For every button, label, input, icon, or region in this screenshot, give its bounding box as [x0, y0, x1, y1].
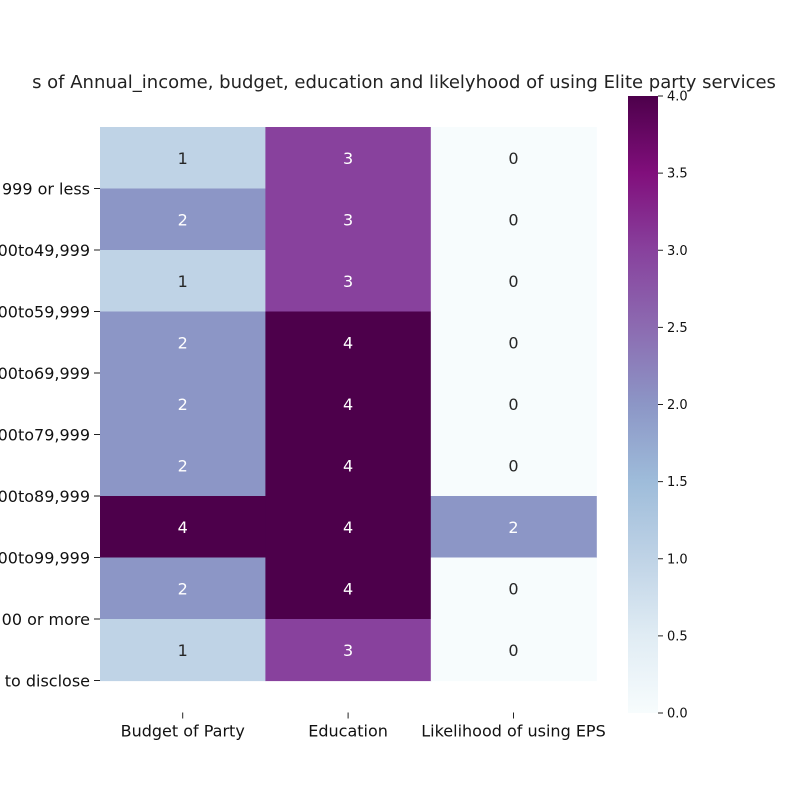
row-tick-labels: 999 or less 00to49,999 00to59,999 00to69,99… [0, 180, 100, 691]
heatmap-cell [100, 188, 266, 251]
chart-title: s of Annual_income, budget, education an… [32, 72, 776, 93]
column-tick-label: Likelihood of using EPS [421, 722, 605, 741]
cell-value-label: 1 [178, 149, 188, 168]
row-tick-label: 00to59,999 [0, 303, 90, 322]
heatmap-cell [265, 496, 432, 559]
cell-value-label: 0 [508, 579, 518, 598]
cell-value-label: 0 [508, 641, 518, 660]
heatmap-cell [265, 311, 432, 374]
heatmap-cell [430, 496, 597, 559]
cell-value-label: 2 [178, 579, 188, 598]
heatmap-cell [100, 311, 266, 374]
column-tick-labels: Budget of Party Education Likelihood of us… [121, 712, 606, 741]
cell-value-label: 2 [178, 395, 188, 414]
heatmap-cell [430, 188, 597, 251]
heatmap-cell [265, 373, 432, 436]
cell-value-label: 2 [178, 456, 188, 475]
colorbar-tick-label: 1.0 [667, 552, 688, 567]
cell-value-label: 3 [343, 272, 353, 291]
cell-value-label: 4 [178, 518, 188, 537]
cell-value-label: 0 [508, 333, 518, 352]
heatmap-cell [265, 557, 432, 620]
cell-value-label: 0 [508, 272, 518, 291]
cell-value-label: 3 [343, 149, 353, 168]
heatmap-cell [265, 250, 432, 313]
colorbar-tick-label: 3.0 [667, 244, 688, 259]
heatmap-cell [430, 250, 597, 313]
heatmap-cell [265, 188, 432, 251]
heatmap-cell [430, 373, 597, 436]
heatmap-cell [100, 373, 266, 436]
heatmap-cell [265, 127, 432, 190]
row-tick-label: 00to99,999 [0, 549, 90, 568]
cell-value-label: 0 [508, 210, 518, 229]
row-tick-label: 00to49,999 [0, 241, 90, 260]
cell-value-label: 0 [508, 456, 518, 475]
heatmap-cell [100, 250, 266, 313]
colorbar-tick-label: 4.0 [667, 90, 688, 105]
heatmap-cell [430, 557, 597, 620]
cell-value-label: 4 [343, 333, 353, 352]
cell-value-label: 2 [508, 518, 518, 537]
colorbar-tick-label: 0.5 [667, 629, 688, 644]
colorbar-tick-label: 1.5 [667, 475, 688, 490]
colorbar-tick-label: 2.0 [667, 398, 688, 413]
row-tick-label: 999 or less [2, 180, 90, 199]
column-tick-label: Budget of Party [121, 722, 245, 741]
heatmap-cell [430, 127, 597, 190]
cell-value-label: 1 [178, 272, 188, 291]
colorbar-tick-label: 0.0 [667, 707, 688, 722]
cell-value-label: 4 [343, 579, 353, 598]
colorbar-tick-label: 3.5 [667, 167, 688, 182]
row-tick-label: 00to79,999 [0, 426, 90, 445]
heatmap-cell [430, 619, 597, 682]
heatmap-cell [265, 619, 432, 682]
heatmap-cell [100, 127, 266, 190]
heatmap-cell [100, 557, 266, 620]
heatmap-cell [100, 434, 266, 497]
cell-value-label: 4 [343, 395, 353, 414]
cell-value-label: 4 [343, 456, 353, 475]
colorbar-ticks: 0.0 0.5 1.0 1.5 2.0 2.5 3.0 3.5 4.0 [658, 90, 688, 722]
cell-value-label: 2 [178, 210, 188, 229]
colorbar-gradient [628, 96, 658, 713]
cell-value-label: 3 [343, 641, 353, 660]
heatmap-cell [100, 496, 266, 559]
heatmap-cell [430, 434, 597, 497]
cell-value-label: 2 [178, 333, 188, 352]
cell-value-label: 1 [178, 641, 188, 660]
cell-value-label: 0 [508, 395, 518, 414]
row-tick-label: 00to89,999 [0, 487, 90, 506]
heatmap-cell [100, 619, 266, 682]
cell-value-label: 4 [343, 518, 353, 537]
heatmap-cell [430, 311, 597, 374]
colorbar: 0.0 0.5 1.0 1.5 2.0 2.5 3.0 3.5 4.0 [628, 90, 688, 722]
column-tick-label: Education [308, 722, 388, 741]
row-tick-label: to disclose [5, 672, 90, 691]
row-tick-label: 00 or more [2, 610, 90, 629]
heatmap-cell [265, 434, 432, 497]
cell-value-label: 3 [343, 210, 353, 229]
colorbar-tick-label: 2.5 [667, 321, 688, 336]
cell-value-label: 0 [508, 149, 518, 168]
heatmap-cells: 1 3 0 2 3 0 1 3 0 2 4 0 2 4 0 2 4 0 4 4 2 2 4 0 1 3 0 [100, 127, 597, 682]
row-tick-label: 00to69,999 [0, 364, 90, 383]
